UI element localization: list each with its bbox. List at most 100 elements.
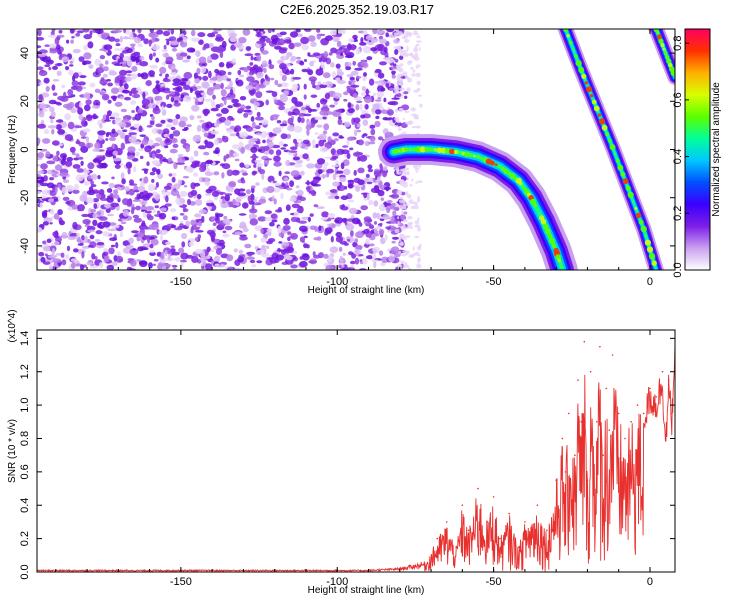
- noise-speck: [160, 251, 165, 260]
- trace-peak: [617, 164, 624, 171]
- noise-speck: [128, 237, 134, 244]
- noise-speck: [298, 113, 306, 117]
- noise-speck: [357, 139, 364, 146]
- noise-speck: [215, 46, 224, 54]
- noise-speck: [42, 240, 47, 245]
- noise-speck: [347, 179, 355, 183]
- noise-speck: [138, 147, 144, 152]
- noise-speck: [369, 135, 376, 143]
- noise-speck: [292, 156, 300, 161]
- noise-speck: [335, 29, 345, 34]
- noise-speck: [287, 111, 293, 116]
- noise-speck: [83, 52, 92, 60]
- trace-peak: [403, 147, 409, 152]
- noise-speck: [227, 71, 232, 76]
- noise-speck: [253, 234, 257, 238]
- noise-speck: [39, 81, 43, 86]
- noise-speck: [53, 155, 58, 162]
- noise-speck: [363, 192, 368, 199]
- noise-speck: [340, 162, 345, 170]
- noise-speck: [177, 156, 186, 164]
- noise-speck: [123, 83, 129, 90]
- noise-speck: [43, 217, 53, 223]
- noise-speck: [346, 74, 354, 78]
- snr-x-tick-label: 0: [647, 576, 653, 588]
- noise-speck: [72, 48, 81, 54]
- noise-speck: [139, 55, 145, 61]
- noise-speck: [99, 63, 104, 69]
- noise-speck: [210, 100, 216, 108]
- noise-speck: [148, 262, 153, 269]
- noise-speck: [180, 259, 187, 263]
- noise-speck: [319, 110, 328, 116]
- trace-peak: [581, 73, 587, 79]
- noise-fringe: [418, 47, 421, 51]
- snr-point: [524, 521, 526, 523]
- noise-fringe: [410, 225, 413, 230]
- noise-fringe: [396, 120, 401, 124]
- trace-peak: [539, 215, 545, 221]
- noise-speck: [141, 220, 146, 226]
- noise-speck: [208, 70, 212, 79]
- noise-speck: [233, 127, 238, 133]
- noise-speck: [205, 193, 212, 196]
- noise-speck: [385, 82, 390, 88]
- noise-speck: [354, 257, 360, 265]
- noise-speck: [52, 92, 58, 96]
- noise-speck: [355, 231, 364, 239]
- noise-speck: [197, 97, 204, 103]
- noise-speck: [37, 138, 40, 146]
- noise-speck: [128, 132, 137, 135]
- noise-speck: [154, 95, 163, 101]
- noise-speck: [369, 124, 376, 129]
- noise-speck: [367, 164, 373, 170]
- noise-speck: [380, 262, 386, 267]
- noise-speck: [71, 204, 79, 210]
- noise-speck: [215, 216, 220, 224]
- noise-speck: [360, 114, 366, 119]
- snr-series-line: [37, 342, 675, 572]
- noise-fringe: [412, 201, 419, 205]
- trace-peak: [609, 144, 616, 151]
- noise-speck: [38, 251, 45, 257]
- snr-y-tick-label: 0.2: [19, 531, 31, 546]
- noise-speck: [79, 75, 87, 79]
- noise-speck: [309, 61, 314, 67]
- noise-speck: [375, 109, 382, 115]
- noise-speck: [381, 203, 385, 211]
- noise-speck: [357, 167, 365, 174]
- trace-peak: [538, 212, 541, 215]
- noise-speck: [305, 124, 312, 131]
- noise-speck: [191, 104, 200, 112]
- noise-speck: [232, 198, 237, 205]
- noise-speck: [321, 99, 328, 103]
- noise-speck: [149, 31, 159, 39]
- noise-speck: [204, 177, 209, 183]
- snr-point: [580, 421, 582, 423]
- noise-speck: [310, 41, 317, 47]
- noise-speck: [181, 78, 189, 82]
- snr-point: [424, 562, 426, 565]
- noise-speck: [270, 77, 275, 81]
- frequency-trace-2: [557, 29, 664, 270]
- noise-speck: [349, 80, 357, 83]
- noise-speck: [287, 117, 294, 125]
- noise-speck: [250, 185, 256, 189]
- noise-speck: [373, 170, 382, 177]
- noise-speck: [259, 169, 266, 175]
- noise-speck: [320, 61, 325, 69]
- trace-peak: [480, 156, 484, 160]
- noise-speck: [65, 66, 70, 71]
- noise-speck: [260, 237, 268, 243]
- noise-speck: [82, 62, 87, 65]
- noise-speck: [123, 29, 127, 34]
- noise-speck: [374, 120, 381, 128]
- noise-speck: [87, 41, 94, 49]
- noise-speck: [37, 45, 42, 49]
- noise-speck: [117, 58, 121, 64]
- noise-speck: [128, 188, 135, 196]
- noise-speck: [113, 29, 123, 33]
- noise-speck: [38, 70, 48, 77]
- noise-speck: [189, 201, 196, 206]
- noise-speck: [383, 97, 387, 103]
